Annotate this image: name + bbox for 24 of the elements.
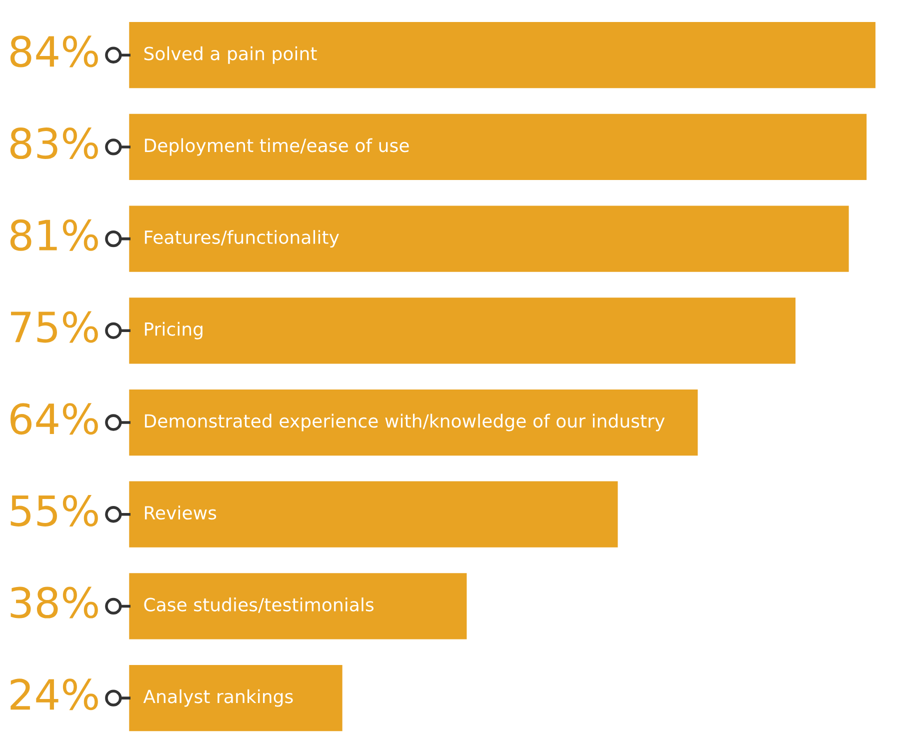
bar	[129, 114, 867, 180]
bar	[129, 573, 467, 640]
bar	[129, 389, 698, 456]
bar	[129, 481, 618, 548]
data-label: 24%	[10, 678, 98, 710]
y-tick-label: Deployment time/ease of use	[144, 138, 409, 156]
y-tick-label: Case studies/testimonials	[144, 597, 374, 613]
data-label: 75%	[11, 311, 98, 343]
bar	[129, 298, 796, 364]
y-tick-label: Solved a pain point	[144, 46, 317, 64]
bar	[129, 22, 876, 88]
y-tick-label: Demonstrated experience with/knowledge of our industry	[144, 414, 665, 432]
bar	[129, 206, 849, 272]
bar	[129, 665, 342, 732]
data-label: 84%	[10, 36, 98, 68]
data-label: 38%	[10, 586, 98, 618]
data-label: 83%	[10, 128, 98, 160]
data-label: 81%	[10, 219, 98, 251]
y-tick-label: Analyst rankings	[143, 689, 293, 707]
y-tick-label: Features/functionality	[144, 230, 339, 248]
y-tick-label: Reviews	[144, 506, 216, 520]
data-label: 55%	[10, 494, 98, 526]
data-label: 64%	[10, 403, 98, 435]
y-tick-label: Pricing	[144, 322, 202, 340]
